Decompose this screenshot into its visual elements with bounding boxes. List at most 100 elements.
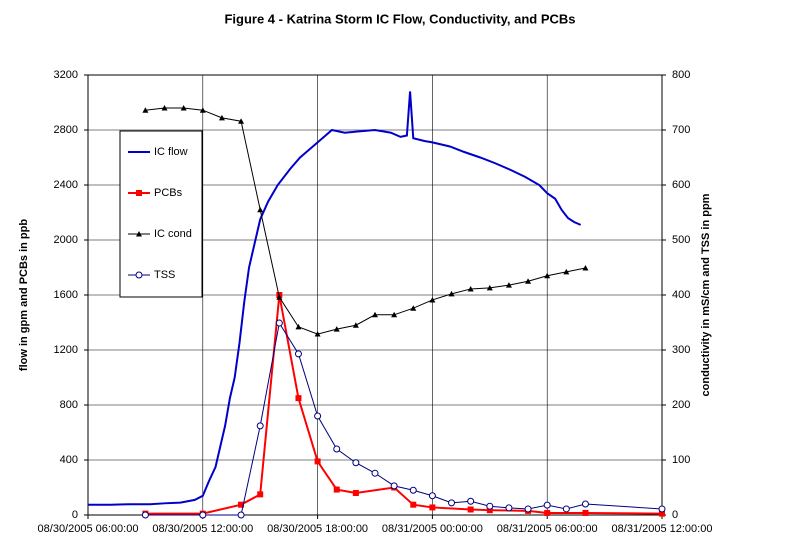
marker (581, 500, 589, 508)
marker (275, 319, 283, 327)
marker (467, 497, 475, 505)
marker (295, 323, 302, 330)
marker (141, 511, 149, 519)
marker (409, 486, 417, 494)
marker (294, 350, 302, 358)
y-tick-label: 800 (60, 399, 78, 411)
legend-label: PCBs (154, 187, 183, 199)
x-tick-label: 08/31/2005 00:00:00 (382, 523, 483, 535)
x-tick-label: 08/30/2005 06:00:00 (38, 523, 139, 535)
series-line (88, 91, 582, 506)
y2-tick-label: 300 (672, 344, 690, 356)
marker (257, 206, 264, 213)
marker (218, 114, 225, 121)
marker (410, 305, 417, 311)
series-line (145, 294, 663, 515)
legend: IC flow PCBs IC cond TSS (119, 130, 203, 298)
legend-label: IC flow (154, 146, 188, 158)
y-tick-label: 0 (72, 509, 78, 521)
marker (352, 459, 360, 467)
marker (486, 502, 494, 510)
y-tick-label: 2000 (54, 234, 78, 246)
marker (429, 296, 436, 303)
marker (352, 322, 359, 328)
marker (486, 284, 493, 291)
legend-box (119, 130, 203, 298)
marker (505, 504, 513, 512)
x-tick-label: 08/31/2005 12:00:00 (612, 523, 713, 535)
marker (505, 282, 512, 288)
marker (135, 271, 143, 279)
y2-tick-label: 800 (672, 69, 690, 81)
marker (352, 490, 359, 496)
marker (295, 395, 302, 402)
marker (467, 506, 474, 513)
marker (486, 507, 493, 514)
marker (180, 105, 187, 111)
series-line (145, 321, 663, 516)
marker (544, 272, 551, 279)
marker (136, 231, 142, 237)
marker (448, 290, 455, 297)
marker (371, 469, 379, 477)
marker (410, 501, 417, 508)
marker (659, 510, 665, 517)
y-tick-label: 1200 (54, 344, 78, 356)
marker (448, 499, 456, 507)
marker (142, 107, 149, 113)
marker (136, 190, 142, 196)
marker (390, 482, 398, 490)
marker (199, 511, 207, 519)
marker (314, 458, 321, 465)
y2-tick-label: 500 (672, 234, 690, 246)
marker (276, 294, 283, 300)
marker (333, 326, 340, 332)
y2-tick-label: 600 (672, 179, 690, 191)
marker (562, 505, 570, 513)
marker (429, 504, 436, 511)
marker (237, 511, 245, 519)
marker (391, 311, 398, 318)
y-axis-label: flow in gpm and PCBs in ppb (18, 219, 30, 371)
marker (658, 505, 666, 513)
legend-label: IC cond (154, 228, 192, 240)
x-tick-label: 08/30/2005 18:00:00 (267, 523, 368, 535)
marker (199, 107, 206, 113)
marker (257, 491, 264, 498)
series-line (145, 107, 586, 335)
marker (524, 505, 532, 513)
y2-tick-label: 400 (672, 289, 690, 301)
y-tick-label: 400 (60, 454, 78, 466)
marker (467, 285, 474, 292)
marker (314, 331, 321, 337)
y2-axis-label: conductivity in mS/cm and TSS in ppm (700, 193, 712, 396)
marker (238, 501, 245, 508)
y-tick-label: 3200 (54, 69, 78, 81)
x-tick-label: 08/31/2005 06:00:00 (497, 523, 598, 535)
y-tick-label: 1600 (54, 289, 78, 301)
marker (256, 422, 264, 430)
marker (333, 445, 341, 453)
y2-tick-label: 100 (672, 454, 690, 466)
y2-tick-label: 700 (672, 124, 690, 136)
y-tick-label: 2800 (54, 124, 78, 136)
marker (372, 311, 378, 318)
marker (333, 486, 340, 493)
marker (238, 118, 245, 124)
marker (582, 265, 589, 271)
y-tick-label: 2400 (54, 179, 78, 191)
legend-label: TSS (154, 269, 175, 281)
marker (544, 509, 551, 516)
marker (582, 509, 589, 516)
marker (428, 492, 436, 500)
marker (543, 501, 551, 509)
marker (314, 412, 322, 420)
x-tick-label: 08/30/2005 12:00:00 (152, 523, 253, 535)
marker (563, 268, 570, 275)
marker (525, 278, 532, 284)
y2-tick-label: 200 (672, 399, 690, 411)
chart-title: Figure 4 - Katrina Storm IC Flow, Conduc… (224, 11, 575, 26)
y2-tick-label: 0 (672, 509, 678, 521)
marker (161, 105, 168, 111)
